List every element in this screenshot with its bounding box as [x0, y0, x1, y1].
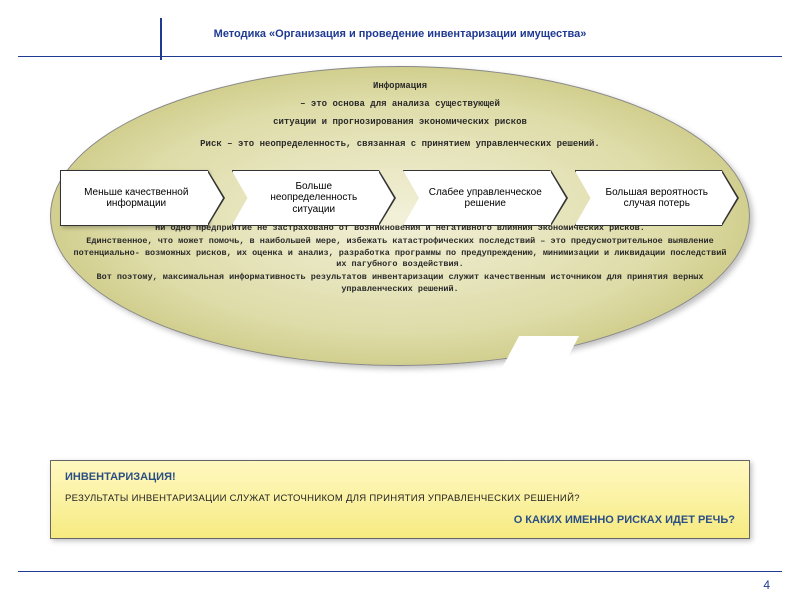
chevron-right-icon: [379, 170, 396, 226]
arrow-label: Большая вероятность случая потерь: [575, 170, 723, 226]
chevron-right-icon: [551, 170, 568, 226]
callout-question-1: РЕЗУЛЬТАТЫ ИНВЕНТАРИЗАЦИИ СЛУЖАТ ИСТОЧНИ…: [65, 493, 735, 504]
chevron-right-icon: [722, 170, 739, 226]
arrow-label: Слабее управленческое решение: [403, 170, 551, 226]
arrow-step: Слабее управленческое решение: [403, 170, 569, 226]
page-number: 4: [763, 578, 770, 592]
ellipse-p1: – это основа для анализа существующей: [72, 92, 728, 110]
header-rule: [18, 56, 782, 57]
arrow-step: Большая вероятность случая потерь: [575, 170, 741, 226]
arrow-step: Меньше качественной информации: [60, 170, 226, 226]
arrow-label: Меньше качественной информации: [60, 170, 208, 226]
ellipse-b2: Единственное, что может помочь, в наибол…: [72, 234, 728, 270]
callout-box: ИНВЕНТАРИЗАЦИЯ! РЕЗУЛЬТАТЫ ИНВЕНТАРИЗАЦИ…: [50, 460, 750, 539]
page-title-bar: Методика «Организация и проведение инвен…: [0, 24, 800, 42]
ellipse-h1: Информация: [72, 74, 728, 92]
chevron-right-icon: [208, 170, 225, 226]
callout-question-2: О КАКИХ ИМЕННО РИСКАХ ИДЕТ РЕЧЬ?: [65, 514, 735, 526]
arrow-label: Больше неопределенность ситуации: [232, 170, 380, 226]
arrow-chain: Меньше качественной информации Больше не…: [60, 170, 740, 228]
ellipse-p3: Риск – это неопределенность, связанная с…: [72, 132, 728, 150]
ellipse-b3: Вот поэтому, максимальная информативност…: [72, 270, 728, 295]
page-title: Методика «Организация и проведение инвен…: [214, 28, 587, 40]
callout-heading: ИНВЕНТАРИЗАЦИЯ!: [65, 471, 735, 483]
ellipse-p2: ситуации и прогнозирования экономических…: [72, 110, 728, 128]
arrow-step: Больше неопределенность ситуации: [232, 170, 398, 226]
footer-rule: [18, 571, 782, 572]
